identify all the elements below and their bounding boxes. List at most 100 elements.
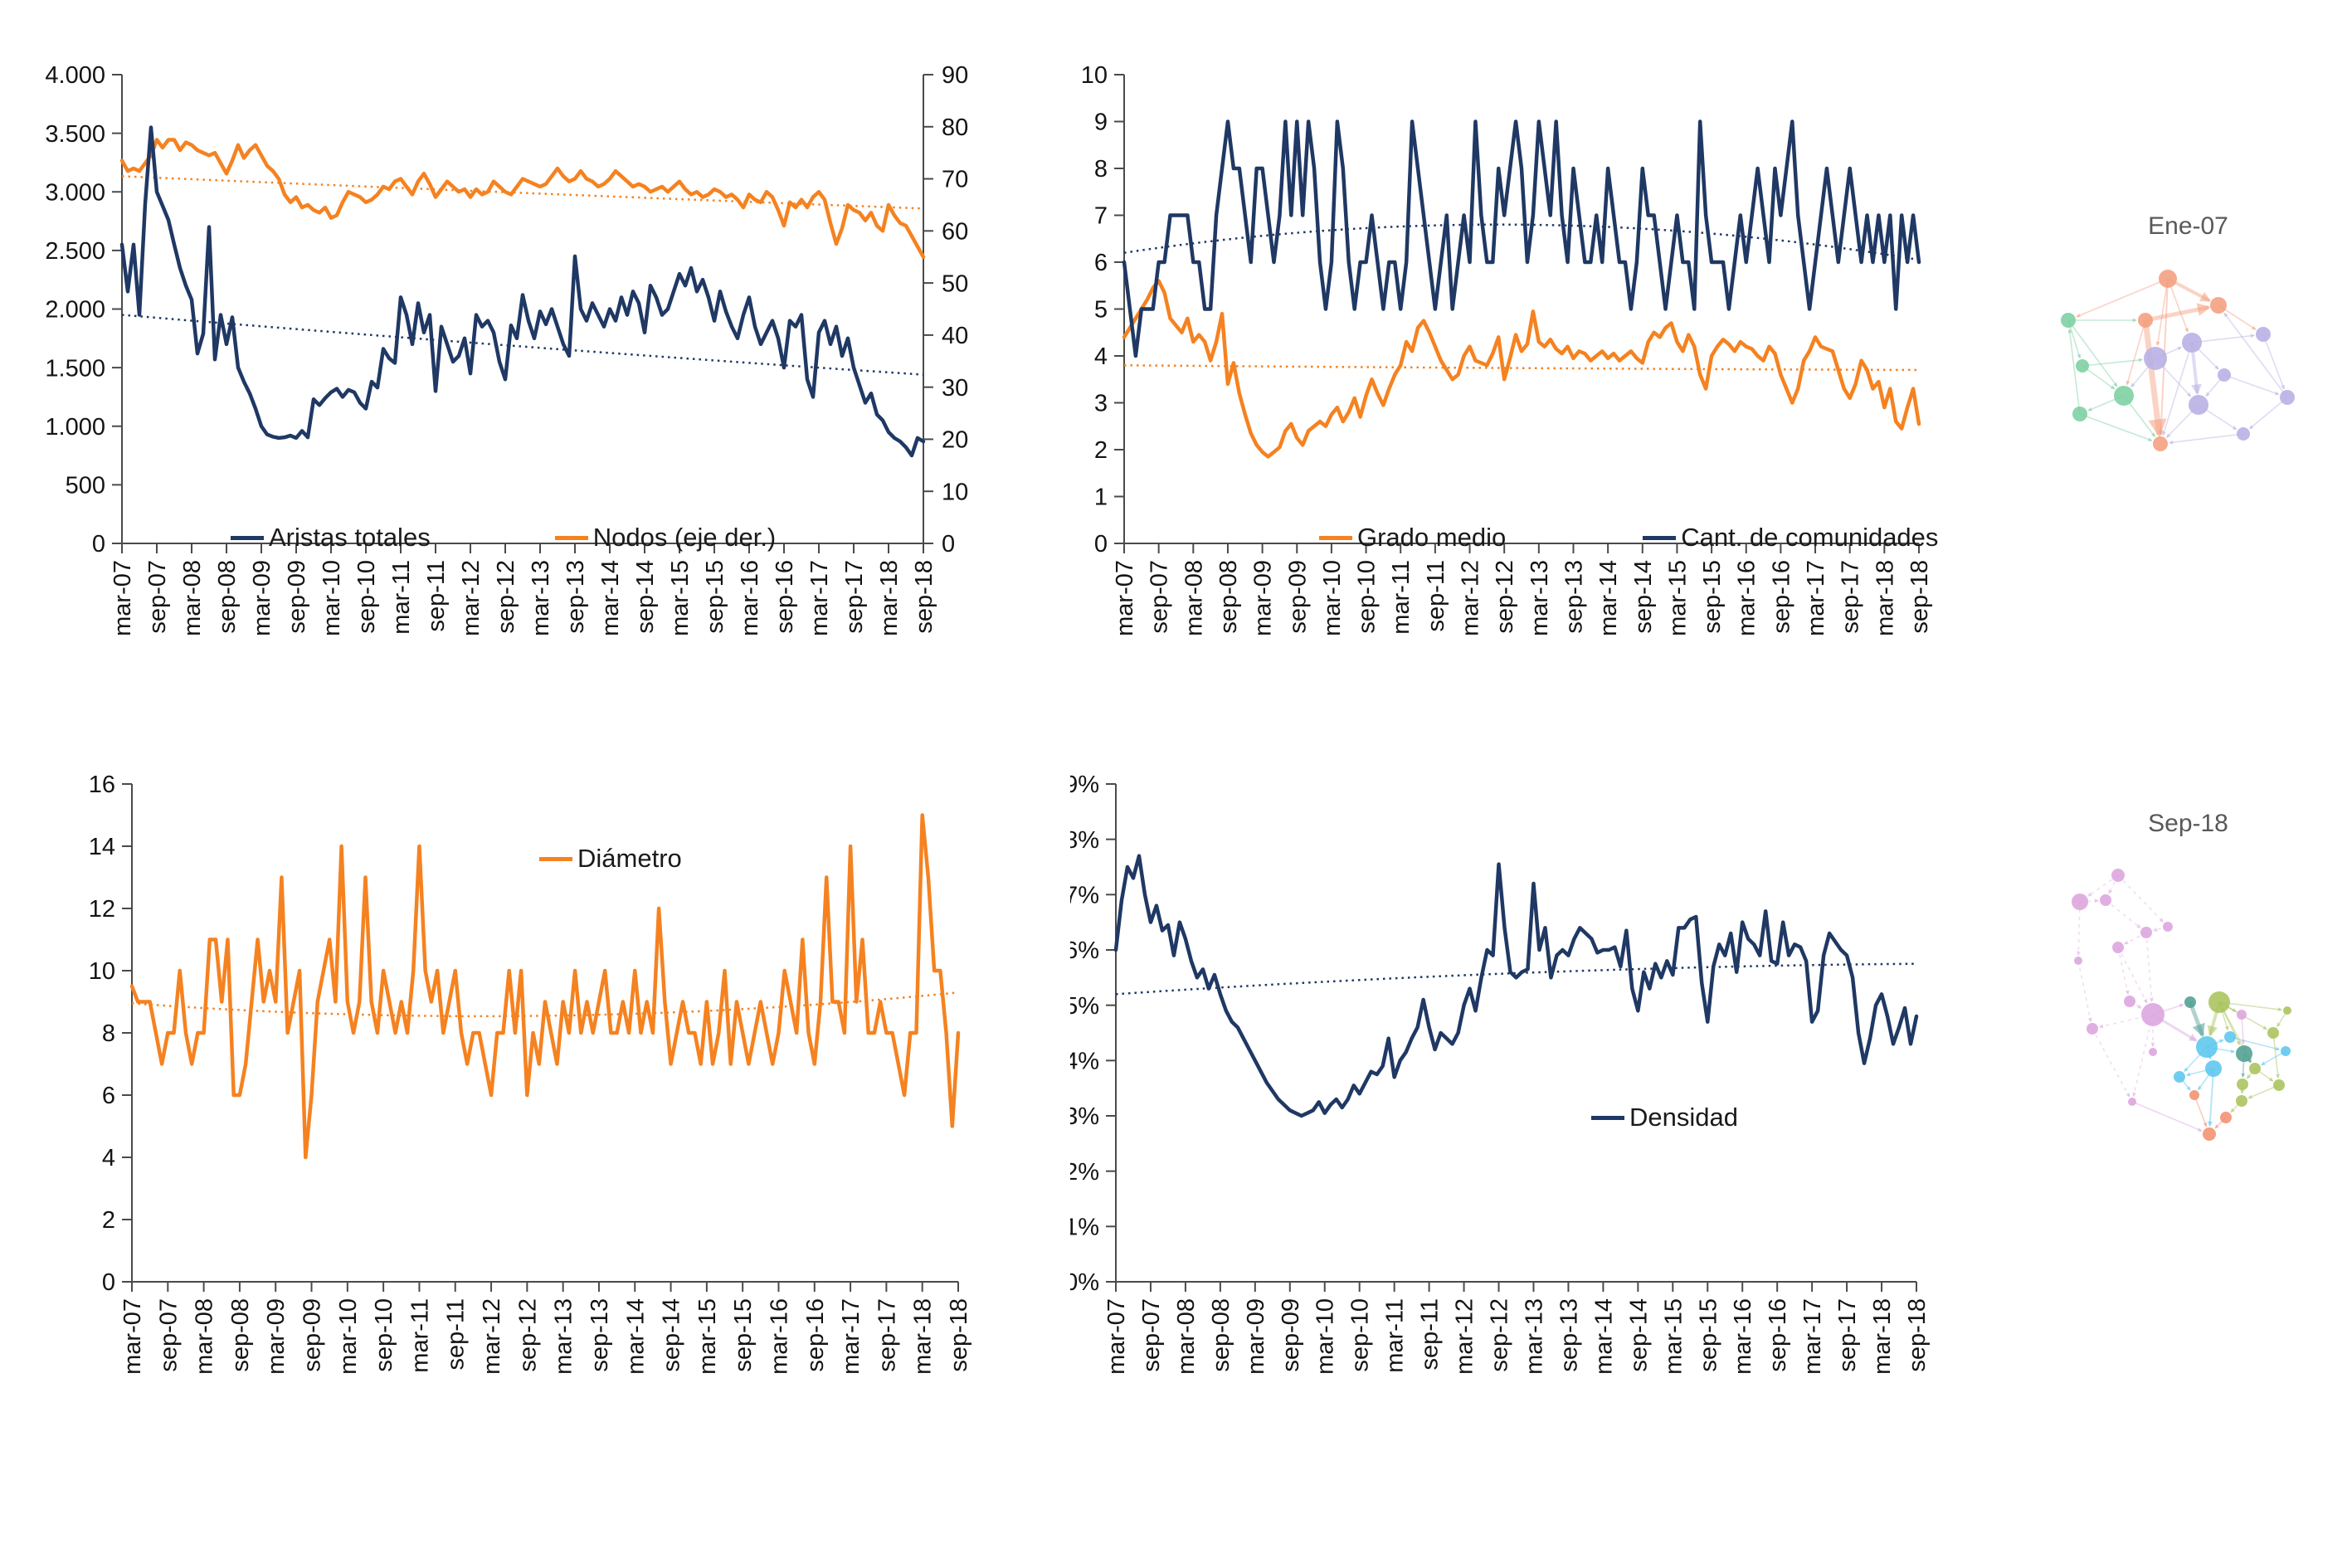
x-tick-label: mar-08 (179, 560, 206, 636)
network-node (2061, 313, 2076, 328)
x-tick-label: mar-09 (1250, 560, 1277, 636)
y-tick-label: 8 (1094, 156, 1108, 183)
network-node (2220, 1112, 2232, 1123)
network-edge (2082, 358, 2143, 367)
x-tick-label: mar-07 (110, 560, 136, 636)
network-edge (2117, 947, 2130, 996)
network-node (2249, 1063, 2261, 1074)
network-node (2141, 1003, 2165, 1026)
network-ene-07-graph (2061, 270, 2295, 451)
network-node (2189, 395, 2208, 415)
network-edge (2262, 334, 2285, 390)
network-node (2256, 327, 2271, 342)
network-node (2237, 1010, 2247, 1020)
y-tick-label: 4 (1094, 343, 1108, 370)
network-sep-18-graph (2072, 869, 2291, 1141)
network-node (2208, 991, 2230, 1013)
legend-label-grado-medio: Grado medio (1357, 523, 1507, 552)
y-tick-label: 3.000 (45, 179, 105, 206)
y-tick-label: 0% (1070, 1269, 1099, 1296)
y-tick-right-label: 0 (942, 531, 955, 558)
x-tick-label: mar-15 (1660, 1298, 1687, 1375)
series-aristas-totales (119, 125, 926, 458)
network-node (2283, 1006, 2291, 1015)
x-tick-label: sep-09 (284, 560, 310, 634)
x-tick-label: sep-14 (632, 560, 659, 634)
x-tick-label: sep-18 (946, 1298, 972, 1372)
network-node (2138, 313, 2153, 328)
x-tick-label: mar-07 (1112, 560, 1138, 636)
x-tick-label: mar-08 (192, 1298, 218, 1375)
x-tick-label: mar-18 (910, 1298, 937, 1375)
legend-item-nodos: Nodos (eje der.) (554, 523, 777, 553)
y-tick-label: 1.000 (45, 414, 105, 441)
y-tick-label: 9 (1094, 110, 1108, 136)
x-tick-label: sep-07 (1147, 560, 1173, 634)
network-edge (2155, 278, 2169, 347)
network-nodes (2061, 270, 2295, 451)
x-tick-label: sep-07 (155, 1298, 182, 1372)
x-tick-label: sep-15 (1695, 1298, 1721, 1372)
chart-aristas-nodos: 4.000 3.500 3.000 2.500 2.000 1.500 1.000 500 0 9… (33, 33, 1029, 697)
x-tick-label: mar-15 (694, 1298, 721, 1375)
series-grado-medio (1122, 279, 1921, 459)
network-node (2112, 942, 2124, 953)
y-tick-label: 2 (1094, 437, 1108, 464)
network-node (2236, 1045, 2252, 1062)
x-tick-label: mar-07 (119, 1298, 146, 1375)
network-edge (2207, 1068, 2214, 1127)
x-tick-label: mar-17 (1799, 1298, 1826, 1375)
y-tick-label: 8 (102, 1020, 115, 1047)
y-tick-label: 14 (89, 834, 115, 860)
network-node (2159, 270, 2177, 288)
x-tick-label: mar-17 (838, 1298, 864, 1375)
y-tick-label: 16 (89, 772, 115, 798)
legend-item-diametro: Diámetro (539, 844, 682, 874)
chart-densidad: 9% 8% 7% 6% 5% 4% 3% 2% 1% 0% mar-07 sep-07 mar-08 se… (1070, 763, 1999, 1427)
y-tick-label: 1.500 (45, 355, 105, 382)
legend-label-densidad: Densidad (1629, 1103, 1738, 1132)
network-edge (2117, 947, 2148, 1004)
network-edge (2194, 1094, 2208, 1127)
legend-item-comunidades: Cant. de comunidades (1643, 523, 1938, 553)
network-edge (2091, 1028, 2130, 1098)
x-tick-label: sep-11 (1423, 560, 1449, 632)
network-node (2273, 1079, 2285, 1091)
network-edge (2167, 278, 2189, 333)
legend-item-densidad: Densidad (1591, 1103, 1738, 1132)
y-tick-right-label: 10 (942, 479, 968, 505)
network-node (2140, 927, 2152, 938)
x-tick-label: mar-17 (1803, 560, 1829, 636)
network-edge (2249, 397, 2288, 430)
x-tick-label: mar-12 (479, 1298, 505, 1375)
x-tick-label: mar-08 (1181, 560, 1207, 636)
series-cant-de-comunidades (1122, 119, 1921, 358)
legend-swatch-aristas-totales (231, 535, 264, 540)
y-tick-label: 4.000 (45, 62, 105, 89)
network-node (2124, 996, 2135, 1007)
y-tick-label: 6% (1070, 937, 1099, 964)
x-tick-label: mar-18 (1872, 560, 1898, 636)
x-tick-label: sep-08 (1215, 560, 1242, 634)
network-node (2281, 1046, 2291, 1056)
y-tick-label: 3 (1094, 391, 1108, 417)
y-tick-label: 3% (1070, 1103, 1099, 1130)
legend-label-nodos: Nodos (eje der.) (592, 523, 777, 552)
x-tick-label: sep-08 (1208, 1298, 1234, 1372)
x-tick-label: mar-18 (876, 560, 903, 636)
y-tick-label: 5% (1070, 993, 1099, 1020)
y-tick-label: 7% (1070, 882, 1099, 908)
x-tick-label: sep-17 (874, 1298, 900, 1372)
network-node (2128, 1098, 2136, 1106)
trendline (1123, 223, 1920, 261)
network-edge (2126, 319, 2146, 386)
legend-swatch-diametro (539, 856, 572, 861)
x-tick-label: mar-10 (335, 1298, 362, 1375)
x-tick-label: sep-16 (1768, 560, 1794, 634)
x-tick-label: mar-09 (249, 560, 275, 636)
series-nodos-eje-der (119, 138, 926, 259)
x-tick-label: sep-18 (911, 560, 937, 634)
network-edge (2188, 1001, 2205, 1038)
y-tick-label: 1% (1070, 1214, 1099, 1240)
network-node (2224, 1031, 2236, 1043)
